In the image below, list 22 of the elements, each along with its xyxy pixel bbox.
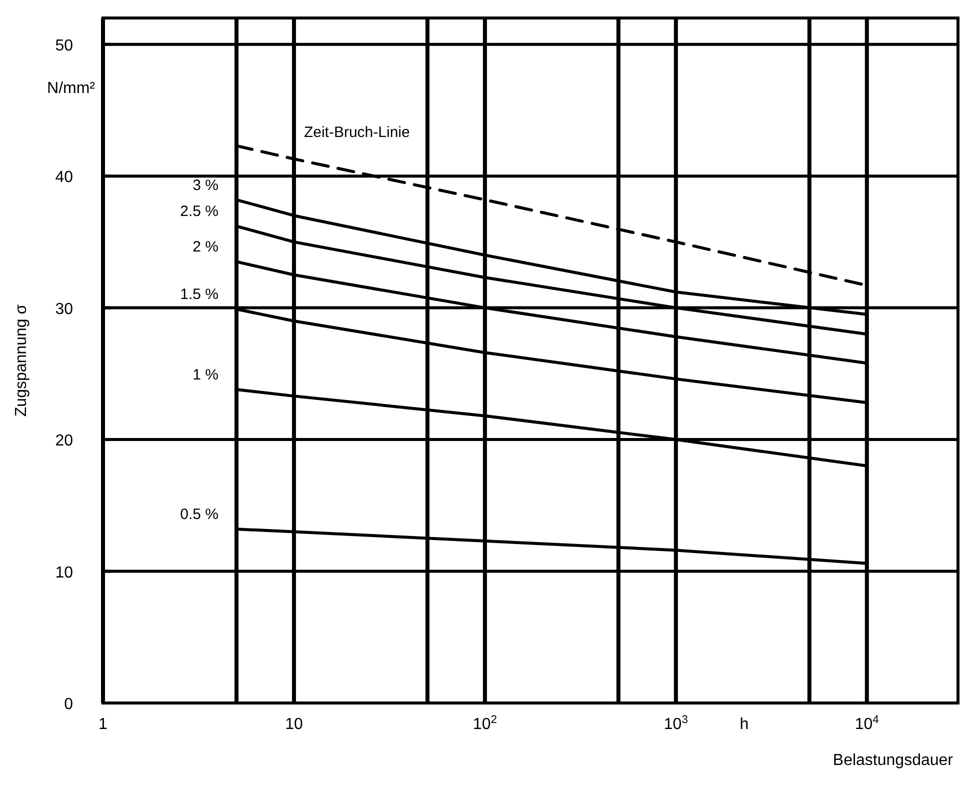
y-axis-title: Zugspannung σ — [13, 304, 30, 417]
x-tick-label: 10$^{4}$ — [854, 714, 879, 733]
series-label: 2.5 % — [180, 203, 218, 220]
text: N/mm² — [47, 80, 96, 97]
text: h — [740, 716, 749, 733]
series-label: 0.5 % — [180, 506, 218, 524]
y-tick-label: 50 — [55, 37, 74, 54]
series-label: 2 % — [192, 238, 218, 256]
series-label: 1.5 % — [180, 286, 218, 304]
x-tick-label: 10$^{2}$ — [472, 714, 497, 733]
y-tick-label: 30 — [55, 300, 74, 318]
y-tick-label: 10 — [55, 564, 74, 582]
y-tick-label: 40 — [55, 169, 74, 186]
series-label: 1 % — [192, 366, 218, 384]
series-label: Zeit-Bruch-Linie — [304, 124, 410, 141]
series-label: 3 % — [192, 176, 218, 194]
y-tick-label: 0 — [64, 696, 74, 713]
x-tick-label: 1 — [98, 716, 108, 733]
y-tick-label: 20 — [55, 432, 74, 450]
x-axis-title: Belastungsdauer — [832, 752, 954, 769]
x-tick-label: 10$^{3}$ — [664, 714, 688, 733]
x-tick-label: 10 — [285, 716, 303, 733]
